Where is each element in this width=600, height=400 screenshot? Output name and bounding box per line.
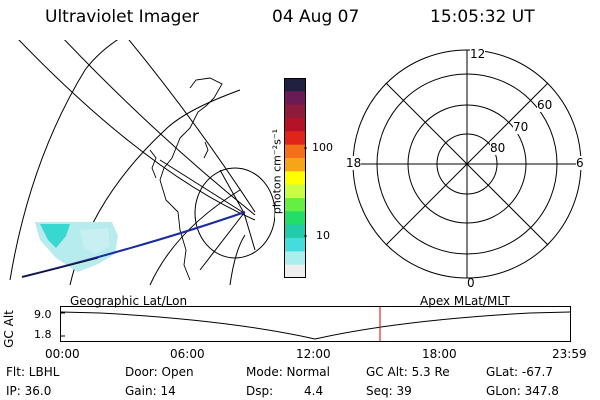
graticule-ring bbox=[194, 167, 275, 259]
aurora-patch bbox=[40, 224, 70, 248]
color-bar-segments bbox=[284, 78, 306, 278]
polar-diagonal bbox=[385, 82, 549, 246]
colorbar-tick-label-100: 100 bbox=[312, 141, 333, 154]
altitude-curve bbox=[60, 311, 571, 340]
graticule-arc bbox=[18, 40, 256, 221]
graticule-arc bbox=[149, 189, 241, 286]
graticule-arc bbox=[64, 40, 256, 216]
meridian-line bbox=[219, 169, 245, 214]
color-bar-segment bbox=[284, 224, 306, 239]
gain-status: Gain: 14 bbox=[125, 384, 176, 398]
time-tick-0600: 06:00 bbox=[170, 347, 205, 361]
date-label: 04 Aug 07 bbox=[272, 7, 360, 27]
timeline-right-label: Apex MLat/MLT bbox=[420, 294, 510, 308]
polar-mlat-mlt-plot bbox=[352, 49, 582, 279]
meridian-line bbox=[159, 159, 245, 214]
meridian-line bbox=[243, 212, 256, 251]
glat-status: GLat: -67.7 bbox=[486, 365, 553, 379]
timeline-frame bbox=[60, 306, 571, 342]
aurora-patch bbox=[80, 228, 110, 254]
filter-status: Flt: LBHL bbox=[6, 365, 60, 379]
time-label: 15:05:32 UT bbox=[430, 7, 535, 27]
graticule-arc bbox=[128, 40, 256, 213]
altitude-timeline bbox=[60, 306, 571, 342]
mlt-label-midnight: 0 bbox=[467, 276, 475, 290]
glon-status: GLon: 347.8 bbox=[486, 384, 559, 398]
time-tick-1800: 18:00 bbox=[422, 347, 457, 361]
graticule-arc bbox=[229, 234, 246, 286]
mlt-label-dusk: 18 bbox=[346, 156, 362, 170]
time-tick-2359: 23:59 bbox=[552, 347, 587, 361]
instrument-title: Ultraviolet Imager bbox=[45, 7, 199, 27]
time-tick-0000: 00:00 bbox=[45, 347, 80, 361]
seq-status: Seq: 39 bbox=[366, 384, 412, 398]
y-tick-1-8: 1.8 bbox=[34, 328, 52, 341]
color-bar-segment bbox=[284, 131, 306, 146]
mlt-label-dawn: 6 bbox=[576, 156, 584, 170]
gc-alt-axis-label: GC Alt bbox=[1, 310, 16, 348]
dsp-label: Dsp: bbox=[246, 384, 274, 398]
time-tick-1200: 12:00 bbox=[296, 347, 331, 361]
colorbar-tick-label-10: 10 bbox=[316, 229, 330, 242]
mlt-label-noon: 12 bbox=[470, 47, 486, 61]
color-bar-segment bbox=[284, 91, 306, 106]
ip-status: IP: 36.0 bbox=[6, 384, 52, 398]
color-scale-bar bbox=[284, 78, 307, 278]
mlat-label-80: 80 bbox=[490, 141, 506, 155]
color-bar-segment bbox=[284, 264, 306, 278]
color-bar-segment bbox=[284, 78, 306, 92]
mlat-label-70: 70 bbox=[513, 120, 529, 134]
color-bar-segment bbox=[284, 211, 306, 226]
y-tick-9: 9.0 bbox=[34, 308, 52, 321]
color-bar-segment bbox=[284, 104, 306, 119]
color-bar-segment bbox=[284, 158, 306, 172]
graticule-arc bbox=[9, 40, 119, 281]
mode-status: Mode: Normal bbox=[246, 365, 330, 379]
color-bar-segment bbox=[284, 251, 306, 266]
geographic-map bbox=[9, 40, 275, 286]
mlat-label-60: 60 bbox=[537, 98, 553, 112]
color-bar-frame bbox=[284, 78, 306, 278]
meridian-line bbox=[199, 212, 245, 271]
door-status: Door: Open bbox=[125, 365, 194, 379]
color-bar-segment bbox=[284, 198, 306, 212]
timeline-left-label: Geographic Lat/Lon bbox=[70, 294, 188, 308]
colorbar-unit-label: photon cm⁻²s⁻¹ bbox=[270, 128, 284, 215]
color-bar-segment bbox=[284, 118, 306, 132]
track-segment bbox=[21, 257, 99, 278]
dsp-value: 4.4 bbox=[304, 384, 324, 398]
gc-alt-status: GC Alt: 5.3 Re bbox=[366, 365, 450, 379]
color-bar-segment bbox=[284, 144, 306, 159]
color-bar-segment bbox=[284, 171, 306, 186]
color-bar-segment bbox=[284, 238, 306, 252]
color-bar-segment bbox=[284, 184, 306, 199]
